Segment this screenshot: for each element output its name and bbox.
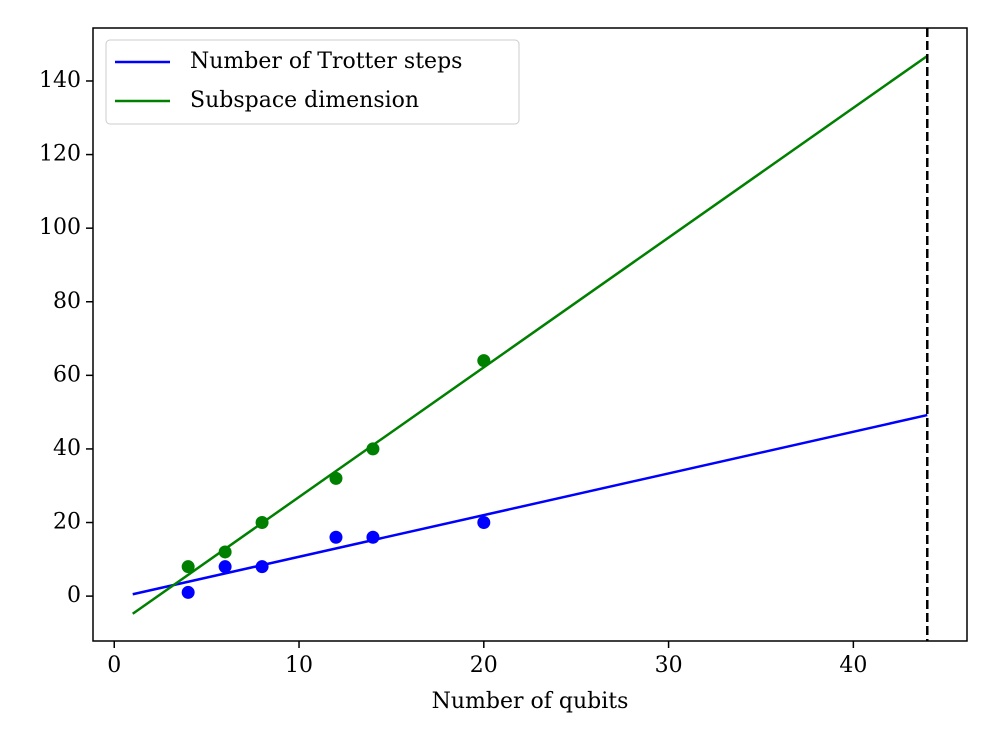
legend-box <box>105 39 520 125</box>
legend-label: Subspace dimension <box>190 88 419 113</box>
plot-frame <box>92 27 968 642</box>
scatter-point <box>366 442 380 456</box>
scatter-point <box>255 516 269 530</box>
y-tick-label: 80 <box>53 289 81 314</box>
y-tick-label: 140 <box>39 68 81 93</box>
x-tick-label: 40 <box>839 653 867 678</box>
scatter-point <box>218 560 232 574</box>
y-tick-label: 0 <box>67 583 81 608</box>
y-tick-label: 20 <box>53 510 81 535</box>
x-tick-label: 20 <box>470 653 498 678</box>
scatter-point <box>329 471 343 485</box>
x-tick-label: 0 <box>107 653 121 678</box>
legend-label: Number of Trotter steps <box>190 49 462 74</box>
x-tick-label: 10 <box>285 653 313 678</box>
fit-line <box>132 54 928 615</box>
y-tick-label: 40 <box>53 436 81 461</box>
scatter-point <box>477 354 491 368</box>
x-axis-label: Number of qubits <box>432 689 629 714</box>
scatter-point <box>477 516 491 530</box>
scatter-point <box>329 530 343 544</box>
fit-line <box>132 413 928 596</box>
y-tick-label: 100 <box>39 215 81 240</box>
scatter-point <box>218 545 232 559</box>
scatter-point <box>366 530 380 544</box>
scatter-point <box>181 560 195 574</box>
y-tick-label: 120 <box>39 142 81 167</box>
scatter-point <box>255 560 269 574</box>
scatter-point <box>181 585 195 599</box>
y-tick-label: 60 <box>53 362 81 387</box>
x-tick-label: 30 <box>655 653 683 678</box>
